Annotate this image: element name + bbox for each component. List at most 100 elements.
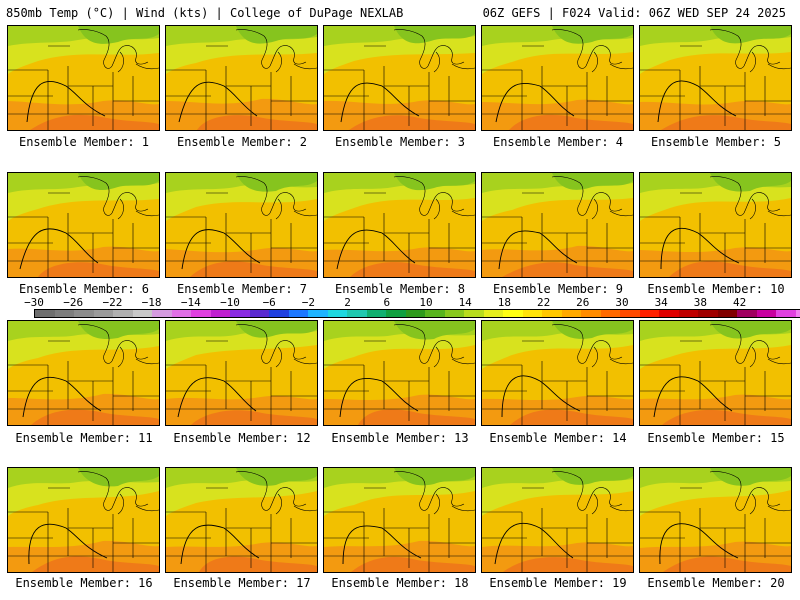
ensemble-map-panel xyxy=(7,25,160,131)
colorbar-tick-label: −26 xyxy=(63,296,84,309)
colorbar-swatch xyxy=(737,310,757,317)
ensemble-map-panel xyxy=(481,172,634,278)
colorbar-swatch xyxy=(288,310,308,317)
ensemble-member-label: Ensemble Member: 3 xyxy=(334,135,466,149)
ensemble-map-panel xyxy=(165,320,318,426)
ensemble-map-panel xyxy=(165,25,318,131)
ensemble-member-label: Ensemble Member: 1 xyxy=(18,135,150,149)
colorbar-tick-label: 18 xyxy=(497,296,512,309)
colorbar-tick-label: 6 xyxy=(383,296,391,309)
ensemble-map-panel xyxy=(639,467,792,573)
colorbar-swatch xyxy=(581,310,601,317)
colorbar-swatch xyxy=(776,310,796,317)
ensemble-member-label: Ensemble Member: 8 xyxy=(334,282,466,296)
colorbar-swatch xyxy=(132,310,152,317)
ensemble-map-panel xyxy=(639,172,792,278)
colorbar-tick-label: 2 xyxy=(344,296,351,309)
temperature-colorbar: −30 −26 −22 −18 −14 −10 −6 −2 2 6 10 14 18 22 26 30 34 38… xyxy=(0,296,800,320)
colorbar-swatch xyxy=(152,310,172,317)
colorbar-swatch xyxy=(210,310,230,317)
colorbar-swatch xyxy=(503,310,523,317)
colorbar-swatch xyxy=(444,310,464,317)
colorbar-swatch xyxy=(464,310,484,317)
colorbar-swatch xyxy=(542,310,562,317)
colorbar-swatch xyxy=(35,310,55,317)
colorbar-swatch xyxy=(386,310,406,317)
ensemble-member-label: Ensemble Member: 18 xyxy=(331,576,469,590)
ensemble-map-panel xyxy=(481,467,634,573)
ensemble-member-label: Ensemble Member: 15 xyxy=(647,431,785,445)
colorbar-swatch xyxy=(191,310,211,317)
ensemble-map-panel xyxy=(323,467,476,573)
ensemble-member-label: Ensemble Member: 10 xyxy=(647,282,785,296)
ensemble-map-panel xyxy=(165,172,318,278)
ensemble-member-label: Ensemble Member: 12 xyxy=(173,431,311,445)
ensemble-map-panel xyxy=(639,25,792,131)
ensemble-map-panel xyxy=(481,25,634,131)
colorbar-swatch xyxy=(639,310,659,317)
colorbar-swatch xyxy=(269,310,289,317)
colorbar-tick-label: 38 xyxy=(693,296,708,309)
colorbar-swatch xyxy=(795,310,800,317)
colorbar-swatch xyxy=(600,310,620,317)
colorbar-swatch xyxy=(659,310,679,317)
ensemble-member-label: Ensemble Member: 16 xyxy=(15,576,153,590)
colorbar-swatch xyxy=(483,310,503,317)
colorbar-tick-label: 34 xyxy=(654,296,668,309)
ensemble-member-label: Ensemble Member: 4 xyxy=(492,135,624,149)
colorbar-swatch xyxy=(425,310,445,317)
colorbar-swatch xyxy=(522,310,542,317)
colorbar-tick-label: 30 xyxy=(615,296,629,309)
colorbar-tick-label: −22 xyxy=(102,296,123,309)
ensemble-member-label: Ensemble Member: 11 xyxy=(15,431,153,445)
colorbar-swatch xyxy=(308,310,328,317)
ensemble-member-label: Ensemble Member: 13 xyxy=(331,431,469,445)
ensemble-member-label: Ensemble Member: 14 xyxy=(489,431,627,445)
ensemble-member-label: Ensemble Member: 7 xyxy=(176,282,308,296)
colorbar-swatch xyxy=(698,310,718,317)
ensemble-member-label: Ensemble Member: 2 xyxy=(176,135,308,149)
colorbar-swatch xyxy=(366,310,386,317)
colorbar-swatch xyxy=(405,310,425,317)
ensemble-map-panel xyxy=(7,467,160,573)
colorbar-tick-label: −10 xyxy=(220,296,240,309)
colorbar-tick-label: 26 xyxy=(576,296,590,309)
colorbar-tick-label: 10 xyxy=(419,296,433,309)
ensemble-member-label: Ensemble Member: 6 xyxy=(18,282,150,296)
ensemble-member-label: Ensemble Member: 9 xyxy=(492,282,624,296)
ensemble-map-panel xyxy=(481,320,634,426)
colorbar-tick-label: −14 xyxy=(180,296,201,309)
colorbar-tick-label: 14 xyxy=(458,296,472,309)
colorbar-tick-label: −2 xyxy=(301,296,316,309)
ensemble-member-label: Ensemble Member: 17 xyxy=(173,576,311,590)
colorbar-swatch xyxy=(230,310,250,317)
colorbar-swatch xyxy=(347,310,367,317)
colorbar-swatch xyxy=(171,310,191,317)
colorbar-tick-label: 22 xyxy=(536,296,551,309)
ensemble-map-panel xyxy=(7,172,160,278)
colorbar-swatch xyxy=(54,310,74,317)
ensemble-map-panel xyxy=(323,25,476,131)
colorbar-tick-label: 42 xyxy=(732,296,747,309)
colorbar-tick-label: −18 xyxy=(141,296,162,309)
colorbar-swatch xyxy=(678,310,698,317)
ensemble-map-panel xyxy=(323,172,476,278)
colorbar-swatch xyxy=(93,310,113,317)
chart-header-left: 850mb Temp (°C) | Wind (kts) | College o… xyxy=(6,6,404,20)
colorbar-swatches xyxy=(34,309,800,318)
colorbar-tick-label: −6 xyxy=(262,296,276,309)
colorbar-swatch xyxy=(113,310,133,317)
ensemble-member-label: Ensemble Member: 20 xyxy=(647,576,785,590)
chart-header-right: 06Z GEFS | F024 Valid: 06Z WED SEP 24 20… xyxy=(482,6,786,20)
colorbar-swatch xyxy=(717,310,737,317)
colorbar-swatch xyxy=(249,310,269,317)
ensemble-map-panel xyxy=(7,320,160,426)
colorbar-swatch xyxy=(327,310,347,317)
ensemble-member-label: Ensemble Member: 19 xyxy=(489,576,627,590)
colorbar-swatch xyxy=(74,310,94,317)
ensemble-map-panel xyxy=(639,320,792,426)
colorbar-tick-label: −30 xyxy=(24,296,44,309)
ensemble-map-panel xyxy=(165,467,318,573)
colorbar-swatch xyxy=(620,310,640,317)
colorbar-swatch xyxy=(756,310,776,317)
